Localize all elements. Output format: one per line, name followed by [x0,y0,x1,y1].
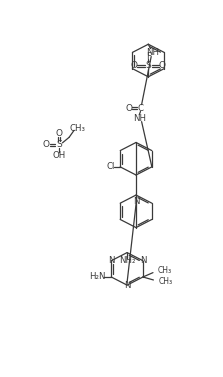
Text: S: S [145,61,151,70]
Text: O: O [131,61,138,70]
Text: O: O [125,104,132,113]
Text: N: N [124,280,130,290]
Text: H₂N: H₂N [89,273,106,282]
Text: N: N [108,256,115,265]
Text: CH₃: CH₃ [70,124,86,133]
Text: F: F [146,52,151,61]
Text: NH₂: NH₂ [119,256,135,265]
Text: C: C [138,104,143,113]
Text: N: N [140,256,146,265]
Text: O: O [159,61,166,70]
Text: CH₃: CH₃ [158,265,172,274]
Text: NH: NH [146,48,159,57]
Text: N: N [133,196,139,205]
Text: OH: OH [53,151,66,160]
Text: CH₃: CH₃ [159,277,173,286]
Text: O: O [56,129,63,138]
Text: NH: NH [133,113,146,123]
Text: O: O [43,140,50,149]
Text: S: S [56,140,62,149]
Text: Cl: Cl [106,162,115,172]
